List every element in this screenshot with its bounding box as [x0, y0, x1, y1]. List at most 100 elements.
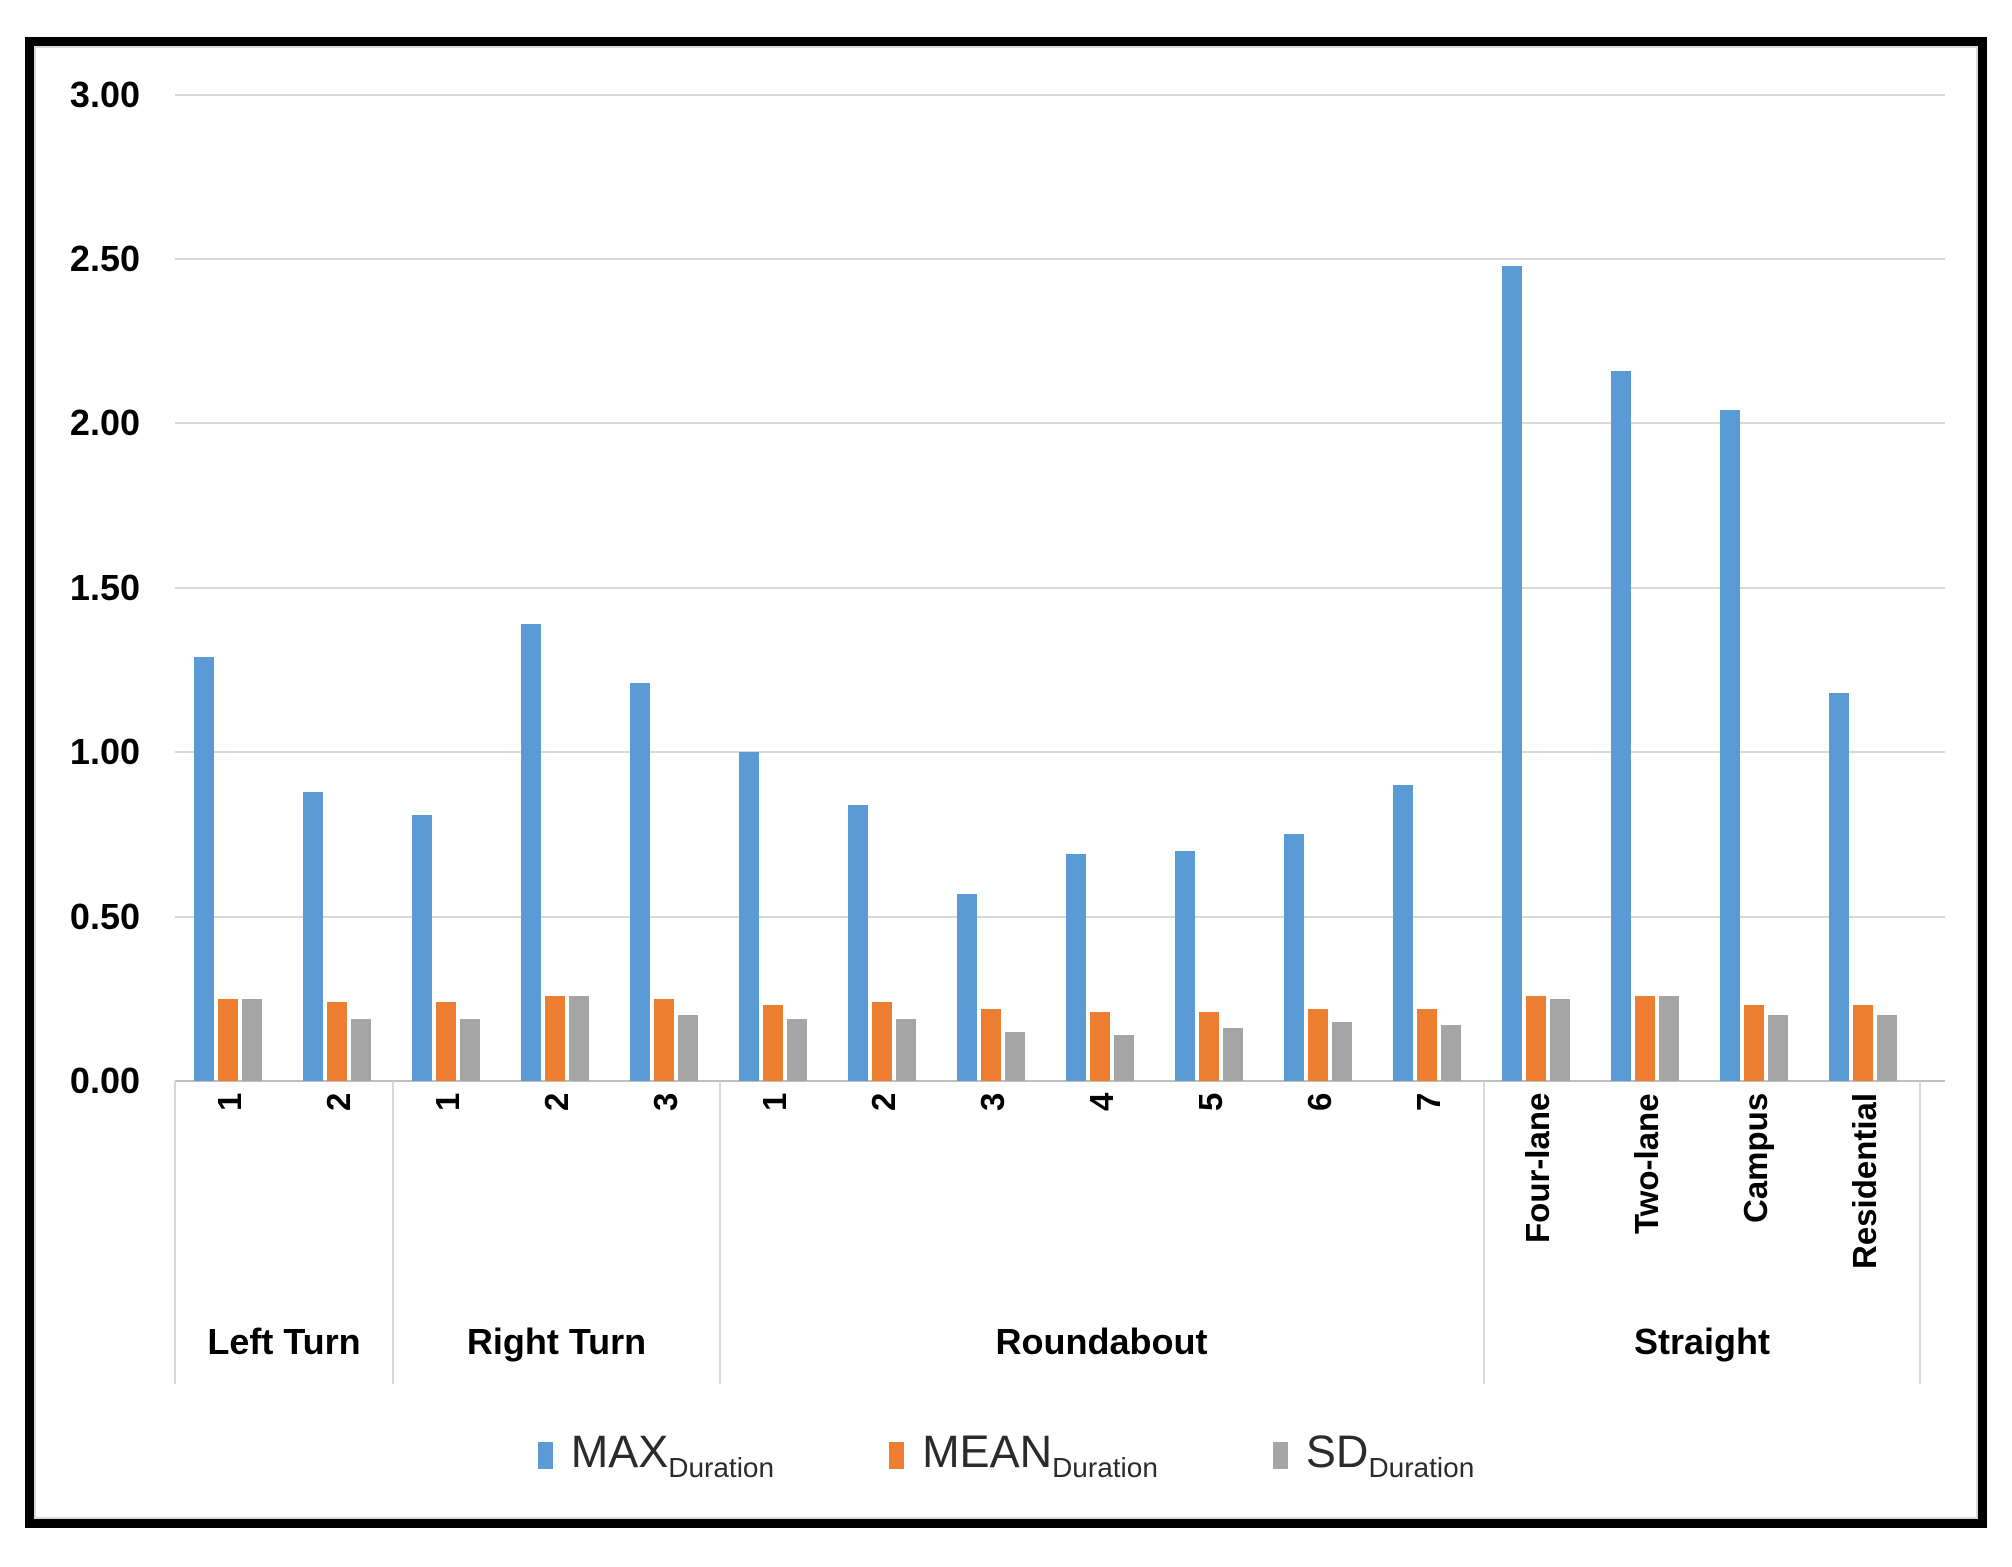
legend-swatch-sd-icon: [1272, 1441, 1288, 1469]
y-tick-label: 3.00: [69, 74, 140, 115]
bar-sd-duration: [1005, 1032, 1025, 1081]
x-tick-label: Campus: [1737, 1093, 1774, 1224]
x-tick-label: 2: [865, 1093, 902, 1112]
bar-sd-duration: [242, 999, 262, 1081]
group-label: Right Turn: [466, 1321, 647, 1362]
x-tick-label: 2: [320, 1093, 357, 1112]
legend-item-sd: SDDuration: [1272, 1426, 1474, 1484]
bar-sd-duration: [1550, 999, 1570, 1081]
group-label: Roundabout: [995, 1321, 1208, 1362]
legend-series-name: SD: [1305, 1426, 1369, 1477]
bar-max-duration: [630, 683, 650, 1081]
x-tick-label: 2: [538, 1093, 575, 1112]
gridline: [175, 258, 1945, 260]
x-tick-label: 1: [211, 1093, 248, 1112]
bar-max-duration: [957, 894, 977, 1081]
x-tick-label: 7: [1410, 1093, 1447, 1112]
bar-sd-duration: [351, 1019, 371, 1081]
bar-max-duration: [1393, 785, 1413, 1081]
bar-mean-duration: [327, 1002, 347, 1081]
x-axis-line: [175, 1080, 1945, 1082]
x-tick-label: 1: [429, 1093, 466, 1112]
bar-max-duration: [739, 752, 759, 1081]
bar-max-duration: [1502, 266, 1522, 1081]
chart-frame: 3.00 2.50 2.00 1.50 1.00 0.50 0.00 1 2 1 2 3 1 2 3 4 5 6 7…: [25, 37, 1987, 1528]
bar-max-duration: [1829, 693, 1849, 1081]
legend-series-name: MEAN: [922, 1426, 1053, 1477]
group-separator: [392, 1081, 394, 1384]
bar-mean-duration: [1417, 1009, 1437, 1081]
bar-max-duration: [1611, 371, 1631, 1081]
bar-mean-duration: [872, 1002, 892, 1081]
bar-max-duration: [848, 805, 868, 1081]
bar-sd-duration: [460, 1019, 480, 1081]
legend-series-subscript: Duration: [1052, 1452, 1158, 1483]
y-tick-label: 0.50: [69, 896, 140, 937]
gridline: [175, 94, 1945, 96]
bar-max-duration: [1175, 851, 1195, 1081]
bar-sd-duration: [1441, 1025, 1461, 1081]
bar-mean-duration: [654, 999, 674, 1081]
group-separator: [719, 1081, 721, 1384]
legend-label-sd: SDDuration: [1306, 1426, 1474, 1484]
group-separator: [174, 1081, 176, 1384]
y-tick-label: 1.50: [69, 567, 140, 608]
legend-label-max: MAXDuration: [571, 1426, 774, 1484]
y-tick-label: 2.00: [69, 402, 140, 443]
gridline: [175, 587, 1945, 589]
y-tick-label: 0.00: [69, 1060, 140, 1101]
legend-series-name: MAX: [570, 1426, 669, 1477]
bar-mean-duration: [1635, 996, 1655, 1081]
legend-series-subscript: Duration: [1368, 1452, 1475, 1483]
y-tick-label: 2.50: [69, 238, 140, 279]
gridline: [175, 751, 1945, 753]
x-tick-label: 6: [1301, 1093, 1338, 1112]
x-tick-label: Four-lane: [1519, 1093, 1556, 1244]
bar-sd-duration: [678, 1015, 698, 1081]
bar-max-duration: [1066, 854, 1086, 1081]
legend-swatch-mean-icon: [889, 1441, 905, 1469]
bar-mean-duration: [545, 996, 565, 1081]
x-tick-label: 1: [756, 1093, 793, 1112]
bar-mean-duration: [1526, 996, 1546, 1081]
bar-mean-duration: [1853, 1005, 1873, 1081]
bar-max-duration: [1720, 410, 1740, 1081]
group-separator: [1919, 1081, 1921, 1384]
bar-mean-duration: [763, 1005, 783, 1081]
bar-mean-duration: [981, 1009, 1001, 1081]
bar-max-duration: [303, 792, 323, 1081]
bar-sd-duration: [1877, 1015, 1897, 1081]
bar-sd-duration: [569, 996, 589, 1081]
bar-sd-duration: [1332, 1022, 1352, 1081]
legend-item-mean: MEANDuration: [889, 1426, 1158, 1484]
bar-sd-duration: [1768, 1015, 1788, 1081]
legend-label-mean: MEANDuration: [922, 1426, 1158, 1484]
gridline: [175, 422, 1945, 424]
bar-mean-duration: [1308, 1009, 1328, 1081]
legend-series-subscript: Duration: [668, 1452, 775, 1483]
x-tick-label: 3: [647, 1093, 684, 1112]
legend-item-max: MAXDuration: [537, 1426, 774, 1484]
x-tick-label: Two-lane: [1628, 1093, 1665, 1234]
group-label: Straight: [1633, 1321, 1770, 1362]
bar-mean-duration: [1199, 1012, 1219, 1081]
legend: MAXDuration MEANDuration SDDuration: [34, 1400, 1978, 1510]
bar-sd-duration: [1659, 996, 1679, 1081]
x-tick-label: 3: [974, 1093, 1011, 1112]
bar-sd-duration: [1114, 1035, 1134, 1081]
bar-sd-duration: [896, 1019, 916, 1081]
bar-max-duration: [412, 815, 432, 1081]
x-tick-label: 4: [1083, 1093, 1120, 1112]
bar-sd-duration: [1223, 1028, 1243, 1081]
bar-max-duration: [194, 657, 214, 1081]
bar-mean-duration: [1090, 1012, 1110, 1081]
bar-mean-duration: [218, 999, 238, 1081]
bar-max-duration: [521, 624, 541, 1081]
legend-swatch-max-icon: [537, 1441, 553, 1469]
gridline: [175, 916, 1945, 918]
y-tick-label: 1.00: [69, 731, 140, 772]
bar-mean-duration: [1744, 1005, 1764, 1081]
bar-mean-duration: [436, 1002, 456, 1081]
x-tick-label: Residential: [1846, 1093, 1883, 1270]
